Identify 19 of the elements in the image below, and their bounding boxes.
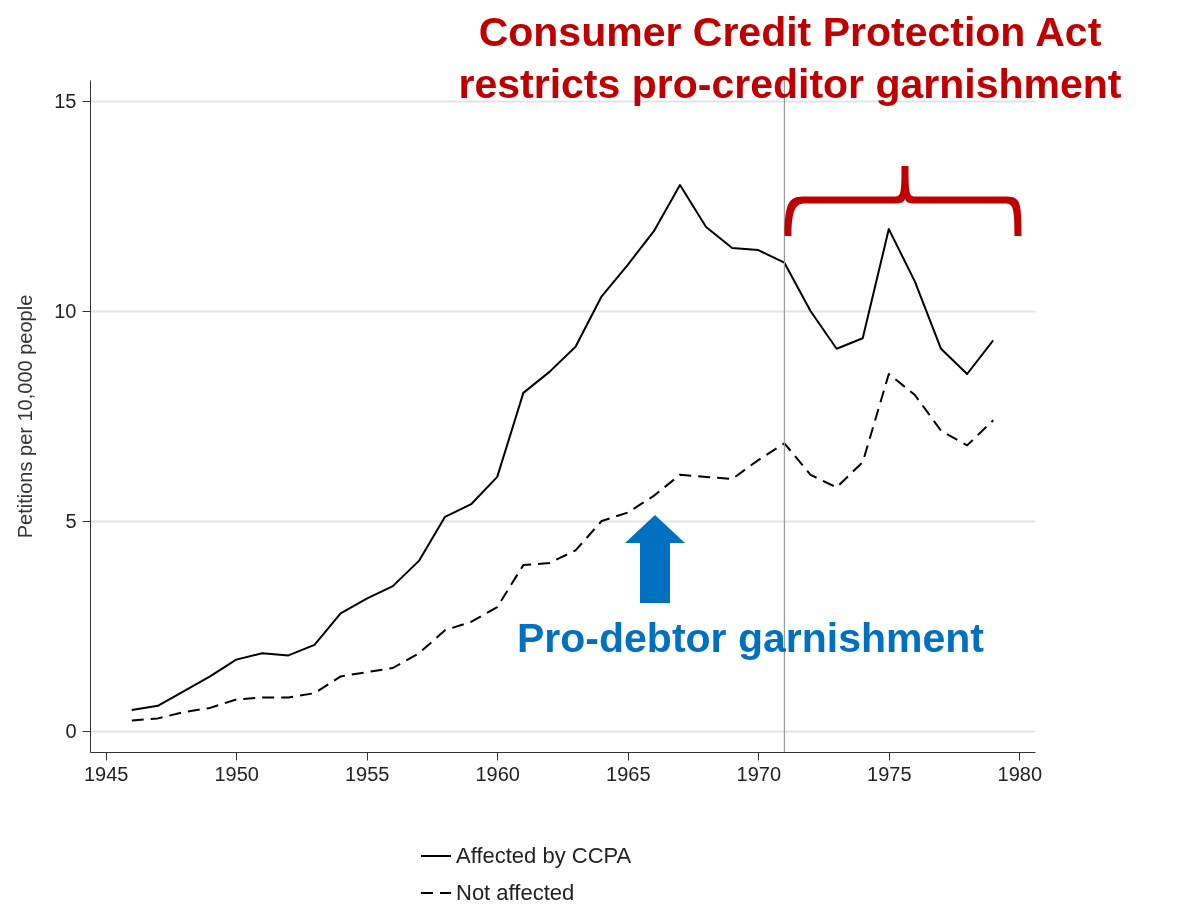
x-tick-label: 1955 (344, 762, 390, 785)
annotation: Consumer Credit Protection Act restricts pro-creditor garnishment (457, 8, 1123, 109)
x-tick-label: 1980 (997, 762, 1043, 785)
x-tick-label: 1950 (214, 762, 259, 785)
y-tick-label: 5 (65, 509, 77, 532)
line-series (130, 184, 995, 711)
y-axis-title: Petitions per 10,000 people (14, 294, 37, 539)
x-tick-label: 1975 (867, 762, 912, 785)
y-tick-label: 10 (54, 299, 77, 322)
legend-label: Not affected (456, 880, 575, 905)
x-tick-label: 1970 (736, 762, 782, 785)
x-tick-label: 1960 (475, 762, 520, 785)
y-tick-label: 15 (54, 89, 77, 112)
x-tick-label: 1945 (83, 762, 129, 785)
annotation: Pro-debtor garnishment (517, 614, 984, 663)
line-series (130, 373, 995, 722)
x-tick-label: 1965 (606, 762, 651, 785)
legend-label: Affected by CCPA (456, 843, 632, 868)
y-tick-label: 0 (65, 719, 77, 742)
